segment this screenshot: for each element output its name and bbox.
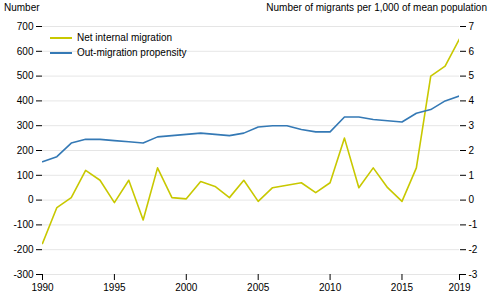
svg-text:500: 500	[17, 70, 34, 81]
svg-text:2000: 2000	[175, 282, 198, 293]
svg-text:600: 600	[17, 46, 34, 57]
svg-text:700: 700	[17, 21, 34, 32]
svg-text:2: 2	[469, 145, 475, 156]
svg-text:200: 200	[17, 145, 34, 156]
svg-text:100: 100	[17, 170, 34, 181]
svg-text:-2: -2	[469, 244, 478, 255]
svg-text:-100: -100	[13, 219, 33, 230]
svg-text:300: 300	[17, 120, 34, 131]
svg-text:4: 4	[469, 95, 475, 106]
svg-text:5: 5	[469, 70, 475, 81]
svg-text:1: 1	[469, 170, 475, 181]
svg-text:400: 400	[17, 95, 34, 106]
svg-text:2019: 2019	[448, 282, 471, 293]
html-text:Net internal migration: Net internal migration	[77, 32, 172, 43]
svg-text:3: 3	[469, 120, 475, 131]
svg-text:7: 7	[469, 21, 475, 32]
html-text:Out-migration propensity: Out-migration propensity	[77, 47, 187, 58]
svg-text:2010: 2010	[319, 282, 342, 293]
html-text:Number of migrants per 1,000 o: Number of migrants per 1,000 of mean pop…	[266, 2, 487, 13]
svg-text:-1: -1	[469, 219, 478, 230]
svg-text:2015: 2015	[391, 282, 414, 293]
svg-text:-3: -3	[469, 269, 478, 280]
html-text:Number: Number	[4, 2, 40, 13]
svg-text:0: 0	[469, 194, 475, 205]
svg-text:2005: 2005	[247, 282, 270, 293]
svg-text:1995: 1995	[103, 282, 126, 293]
svg-text:6: 6	[469, 46, 475, 57]
svg-text:-300: -300	[13, 269, 33, 280]
svg-text:-200: -200	[13, 244, 33, 255]
svg-text:1990: 1990	[31, 282, 54, 293]
svg-text:0: 0	[28, 194, 34, 205]
